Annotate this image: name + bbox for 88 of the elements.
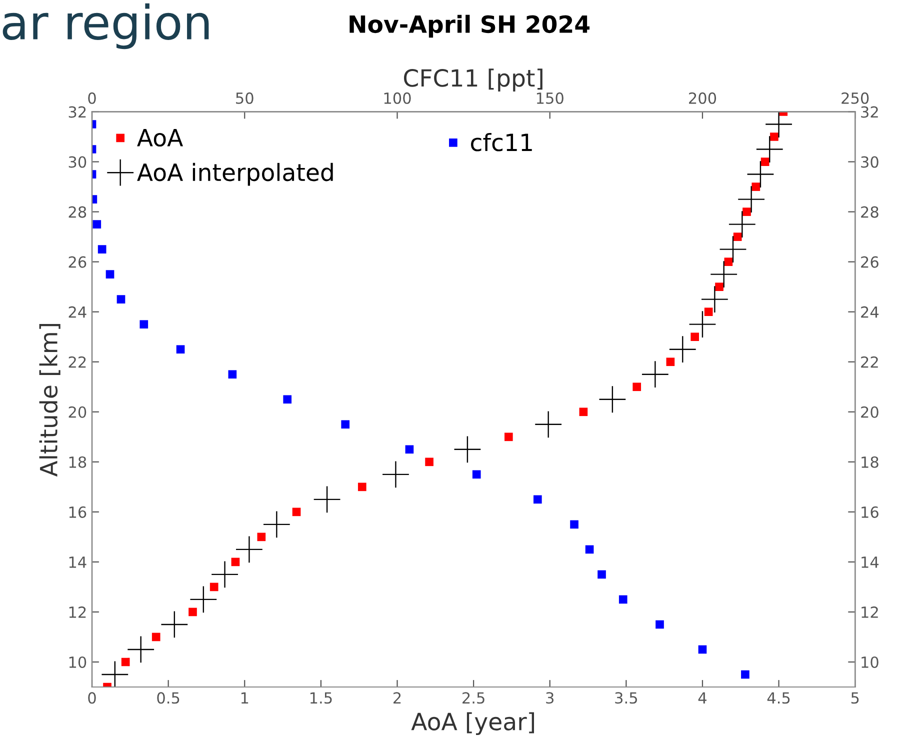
point (747, 161, 774, 188)
x-tick-label: 1.5 (310, 692, 332, 704)
x-tick-label: 2.5 (462, 692, 484, 704)
point (770, 132, 778, 141)
legend-label: cfc11 (471, 133, 532, 152)
y-tick-label: 24 (68, 306, 86, 318)
point (689, 311, 716, 338)
y-tick-label: 30 (68, 156, 86, 168)
y-axis-title: Altitude [km] (39, 324, 60, 477)
point (292, 508, 301, 516)
y-tick-label: 32 (68, 106, 86, 118)
point (102, 661, 128, 687)
point (231, 558, 240, 566)
point (236, 536, 262, 563)
x-tick-label: 4.5 (767, 692, 790, 704)
point (128, 636, 154, 663)
point (210, 582, 218, 592)
point (121, 658, 130, 666)
y2-tick-label: 28 (861, 206, 878, 218)
x-tick-label: 3.5 (615, 692, 637, 704)
point (152, 632, 160, 642)
x-tick-label: 4 (698, 692, 706, 704)
y2-tick-label: 20 (861, 406, 878, 418)
x2-tick-label: 200 (689, 92, 716, 104)
point (760, 158, 770, 166)
legend-label: AoA interpolated (137, 162, 333, 186)
y2-tick-label: 18 (862, 456, 878, 468)
point (579, 408, 588, 416)
point (188, 608, 197, 616)
y2-tick-label: 30 (861, 156, 878, 168)
point (742, 208, 751, 216)
y-tick-label: 12 (69, 606, 86, 618)
point (382, 461, 409, 488)
x2-axis-title: CFC11 [ppt] (404, 68, 542, 92)
y2-tick-label: 26 (861, 256, 878, 268)
point (715, 282, 724, 291)
y-tick-label: 26 (68, 256, 86, 268)
y-tick-label: 22 (68, 356, 86, 368)
point (504, 432, 513, 442)
point (263, 511, 290, 538)
chart-title: Nov-April SH 2024 (350, 14, 590, 38)
x-tick-label: 2 (394, 692, 401, 704)
y2-tick-label: 22 (861, 356, 878, 368)
text: ar region (2, 3, 209, 50)
point (752, 182, 760, 191)
point (704, 308, 713, 316)
x-axis-title: AoA [year] (411, 712, 534, 736)
point (733, 232, 742, 241)
point (666, 358, 675, 366)
point (535, 411, 562, 438)
point (257, 532, 266, 542)
x2-tick-label: 250 (842, 92, 869, 104)
legend-label: AoA (137, 129, 184, 147)
point (632, 382, 642, 392)
point (728, 211, 756, 238)
y2-tick-label: 32 (861, 106, 878, 118)
y2-tick-label: 16 (862, 506, 878, 518)
x-tick-label: 3 (546, 692, 554, 704)
x-tick-label: 0 (88, 692, 96, 704)
y2-tick-label: 10 (862, 656, 878, 668)
point (425, 458, 434, 466)
y2-tick-label: 14 (862, 556, 879, 568)
y-tick-label: 14 (69, 556, 86, 568)
point (738, 186, 765, 212)
point (724, 258, 733, 266)
x-tick-label: 1 (241, 692, 248, 704)
y2-tick-label: 24 (861, 306, 879, 318)
x2-tick-label: 0 (88, 92, 96, 104)
x-tick-label: 0.5 (157, 692, 180, 704)
x2-tick-label: 100 (384, 92, 411, 104)
y-tick-label: 10 (69, 656, 86, 668)
point (358, 482, 366, 492)
point (766, 112, 792, 138)
x-tick-label: 5 (851, 692, 859, 704)
y2-tick-label: 12 (862, 606, 878, 618)
point (710, 261, 738, 288)
point (701, 286, 728, 313)
point (642, 361, 668, 388)
point (212, 561, 238, 588)
y-tick-label: 16 (69, 506, 86, 518)
y-tick-label: 18 (69, 456, 86, 468)
x2-tick-label: 150 (536, 92, 564, 104)
y-tick-label: 28 (68, 206, 86, 218)
point (720, 236, 746, 263)
x2-tick-label: 50 (236, 92, 254, 104)
y-tick-label: 20 (68, 406, 86, 418)
point (690, 332, 700, 342)
point (756, 136, 783, 162)
